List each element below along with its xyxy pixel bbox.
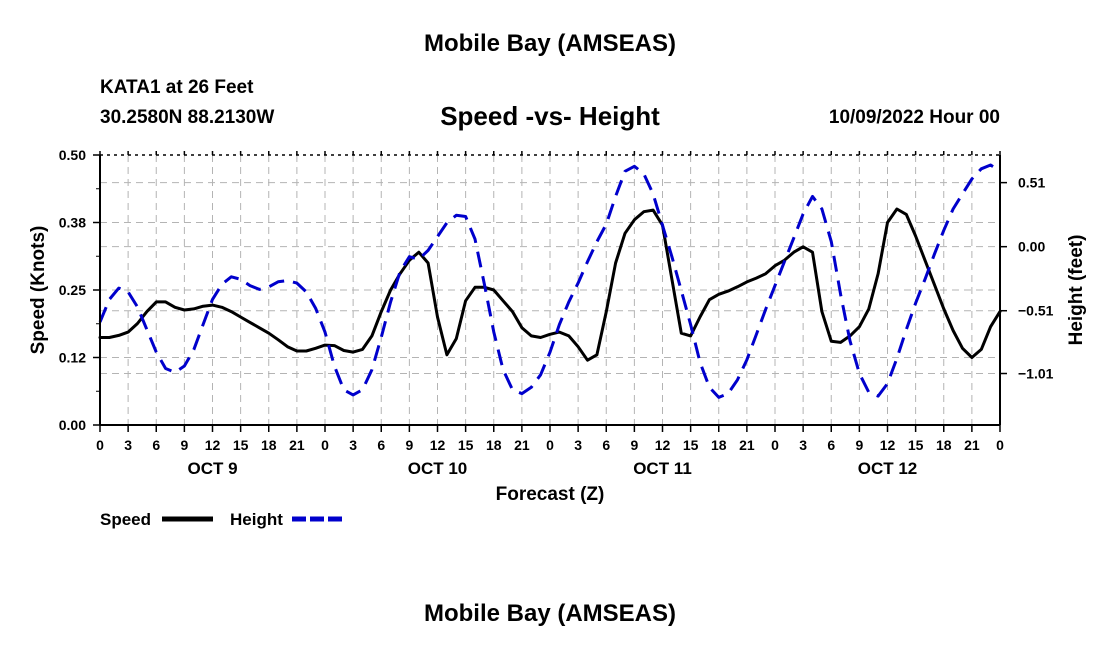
x-tick-label: 18	[261, 437, 277, 453]
x-tick-label: 9	[855, 437, 863, 453]
x-tick-label: 18	[486, 437, 502, 453]
y-left-tick-label: 0.50	[59, 147, 86, 163]
x-tick-label: 9	[180, 437, 188, 453]
x-tick-label: 21	[514, 437, 530, 453]
x-day-label: OCT 9	[187, 459, 237, 478]
y-left-tick-label: 0.38	[59, 215, 86, 231]
next-chart-title: Mobile Bay (AMSEAS)	[423, 600, 677, 627]
x-day-label: OCT 12	[858, 459, 918, 478]
height-series-line	[98, 163, 1001, 399]
y-right-tick-label: −1.01	[1018, 366, 1054, 382]
x-tick-label: 3	[799, 437, 807, 453]
x-tick-label: 15	[458, 437, 474, 453]
station-coordinates: 30.2580N 88.2130W	[100, 107, 275, 128]
x-tick-label: 21	[739, 437, 755, 453]
x-tick-label: 6	[827, 437, 835, 453]
x-tick-label: 12	[655, 437, 671, 453]
x-tick-label: 12	[205, 437, 221, 453]
x-tick-label: 21	[964, 437, 980, 453]
x-tick-label: 6	[377, 437, 385, 453]
x-tick-label: 3	[574, 437, 582, 453]
y-right-tick-label: 0.51	[1018, 175, 1045, 191]
y-left-tick-label: 0.12	[59, 350, 86, 366]
forecast-datetime: 10/09/2022 Hour 00	[828, 107, 1000, 128]
x-tick-label: 0	[996, 437, 1004, 453]
x-axis-title: Forecast (Z)	[496, 484, 605, 505]
x-day-label: OCT 11	[633, 459, 692, 478]
x-day-label: OCT 10	[408, 459, 468, 478]
x-tick-label: 15	[908, 437, 924, 453]
x-tick-label: 0	[771, 437, 779, 453]
x-tick-label: 18	[936, 437, 952, 453]
legend-label-height: Height	[230, 510, 283, 529]
x-tick-label: 0	[546, 437, 554, 453]
station-label: KATA1 at 26 Feet	[100, 77, 254, 98]
x-tick-label: 12	[880, 437, 896, 453]
x-tick-label: 0	[96, 437, 104, 453]
x-tick-label: 6	[602, 437, 610, 453]
x-tick-label: 9	[630, 437, 638, 453]
x-tick-label: 3	[124, 437, 132, 453]
x-tick-label: 21	[289, 437, 305, 453]
chart-subtitle: Speed -vs- Height	[440, 101, 660, 131]
legend-label-speed: Speed	[100, 510, 151, 529]
y-axis-right-title: Height (feet)	[1066, 235, 1087, 346]
x-tick-label: 9	[405, 437, 413, 453]
x-tick-label: 3	[349, 437, 357, 453]
y-axis-left-title: Speed (Knots)	[28, 226, 49, 355]
chart-main-title: Mobile Bay (AMSEAS)	[423, 30, 677, 57]
y-left-tick-label: 0.25	[59, 282, 86, 298]
x-tick-label: 15	[683, 437, 699, 453]
x-tick-label: 12	[430, 437, 446, 453]
x-tick-label: 6	[152, 437, 160, 453]
x-tick-label: 0	[321, 437, 329, 453]
y-right-tick-label: −0.51	[1018, 303, 1054, 319]
y-right-tick-label: 0.00	[1018, 239, 1045, 255]
x-tick-label: 15	[233, 437, 249, 453]
y-left-tick-label: 0.00	[59, 417, 86, 433]
x-tick-label: 18	[711, 437, 727, 453]
